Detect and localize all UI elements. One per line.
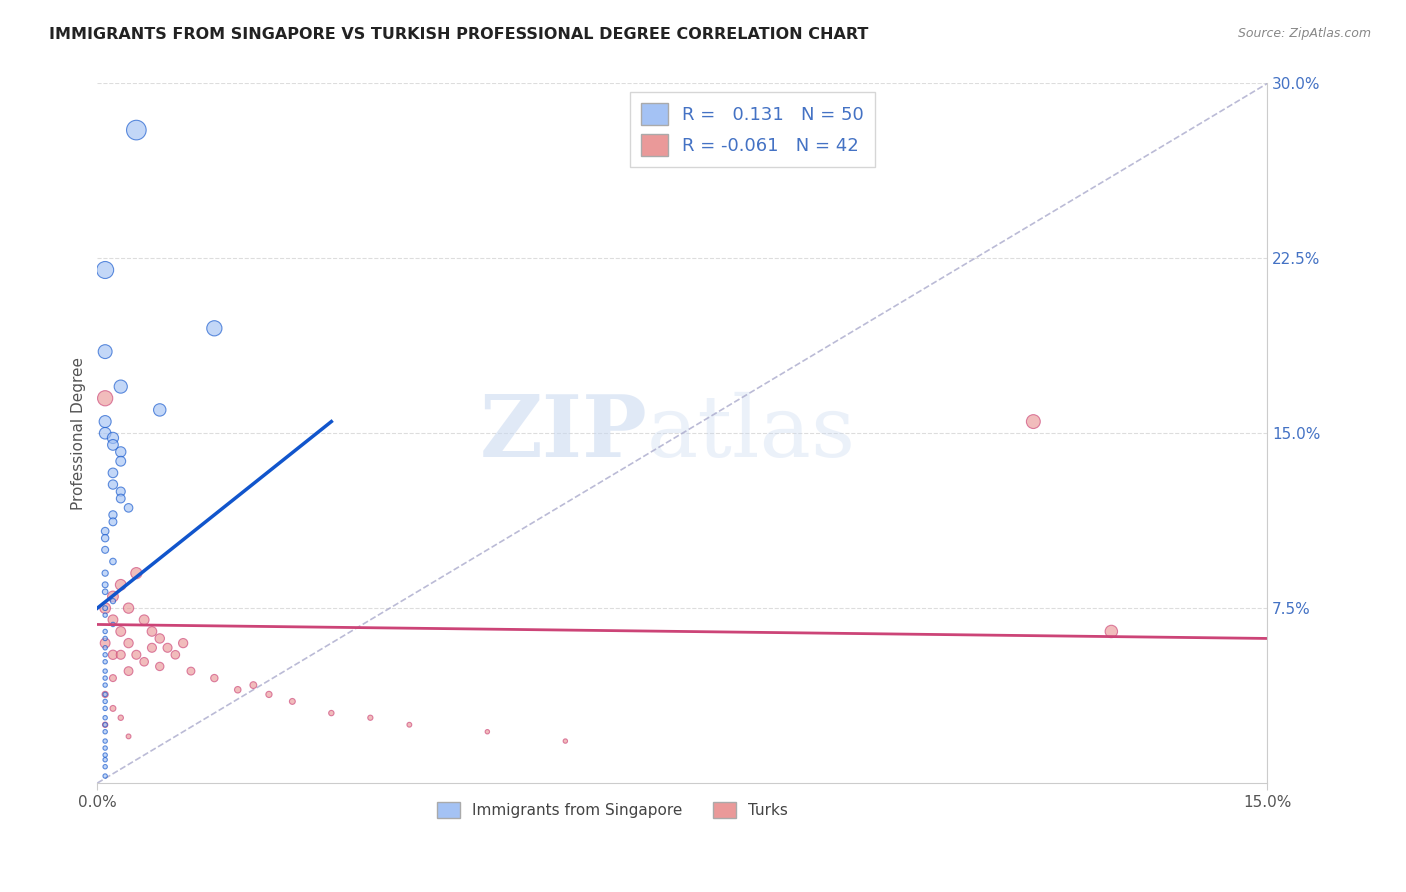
Point <box>125 123 148 137</box>
Point <box>94 711 117 725</box>
Point <box>117 664 139 678</box>
Point <box>101 515 124 529</box>
Point <box>94 717 117 731</box>
Point <box>101 671 124 685</box>
Point <box>94 741 117 756</box>
Point <box>94 601 117 615</box>
Point <box>110 379 132 393</box>
Point <box>125 566 148 581</box>
Point <box>94 415 117 429</box>
Point <box>321 706 343 720</box>
Point <box>101 594 124 608</box>
Point <box>180 664 202 678</box>
Point <box>117 730 139 744</box>
Point <box>94 624 117 639</box>
Point <box>117 636 139 650</box>
Point <box>94 678 117 692</box>
Point <box>477 724 499 739</box>
Point <box>94 688 117 702</box>
Point <box>94 760 117 774</box>
Point <box>149 403 172 417</box>
Point <box>281 694 304 708</box>
Point <box>101 613 124 627</box>
Point <box>156 640 179 655</box>
Point <box>117 500 139 515</box>
Point <box>554 734 576 748</box>
Point <box>94 632 117 646</box>
Point <box>1022 415 1045 429</box>
Text: ZIP: ZIP <box>479 392 647 475</box>
Point <box>110 491 132 506</box>
Point <box>94 640 117 655</box>
Point <box>94 671 117 685</box>
Point <box>94 344 117 359</box>
Point <box>242 678 264 692</box>
Point <box>101 431 124 445</box>
Point <box>134 655 156 669</box>
Point <box>94 426 117 441</box>
Point <box>165 648 187 662</box>
Point <box>125 648 148 662</box>
Point <box>94 664 117 678</box>
Text: Source: ZipAtlas.com: Source: ZipAtlas.com <box>1237 27 1371 40</box>
Point <box>110 648 132 662</box>
Point <box>94 263 117 277</box>
Point <box>110 624 132 639</box>
Legend: Immigrants from Singapore, Turks: Immigrants from Singapore, Turks <box>430 797 794 824</box>
Point <box>110 711 132 725</box>
Point <box>94 578 117 592</box>
Point <box>94 584 117 599</box>
Point <box>141 640 163 655</box>
Point <box>94 717 117 731</box>
Point <box>94 655 117 669</box>
Point <box>110 454 132 468</box>
Point <box>141 624 163 639</box>
Point <box>94 747 117 762</box>
Point <box>94 769 117 783</box>
Point <box>149 659 172 673</box>
Point <box>101 590 124 604</box>
Point <box>101 701 124 715</box>
Point <box>134 613 156 627</box>
Point <box>110 578 132 592</box>
Y-axis label: Professional Degree: Professional Degree <box>72 357 86 509</box>
Point <box>94 688 117 702</box>
Point <box>94 608 117 623</box>
Point <box>94 531 117 545</box>
Point <box>94 524 117 538</box>
Point <box>94 753 117 767</box>
Point <box>172 636 194 650</box>
Point <box>94 648 117 662</box>
Point <box>202 321 225 335</box>
Point <box>101 477 124 491</box>
Point <box>101 617 124 632</box>
Point <box>202 671 225 685</box>
Point <box>94 724 117 739</box>
Point <box>110 484 132 499</box>
Point <box>94 391 117 405</box>
Point <box>94 734 117 748</box>
Point <box>117 601 139 615</box>
Point <box>94 566 117 581</box>
Point <box>149 632 172 646</box>
Point <box>94 694 117 708</box>
Point <box>226 682 249 697</box>
Point <box>110 445 132 459</box>
Point <box>398 717 420 731</box>
Point <box>101 466 124 480</box>
Text: atlas: atlas <box>647 392 856 475</box>
Point <box>101 508 124 522</box>
Text: IMMIGRANTS FROM SINGAPORE VS TURKISH PROFESSIONAL DEGREE CORRELATION CHART: IMMIGRANTS FROM SINGAPORE VS TURKISH PRO… <box>49 27 869 42</box>
Point <box>94 701 117 715</box>
Point <box>94 636 117 650</box>
Point <box>101 648 124 662</box>
Point <box>94 542 117 557</box>
Point <box>101 554 124 568</box>
Point <box>359 711 381 725</box>
Point <box>101 438 124 452</box>
Point <box>257 688 280 702</box>
Point <box>1099 624 1122 639</box>
Point <box>94 601 117 615</box>
